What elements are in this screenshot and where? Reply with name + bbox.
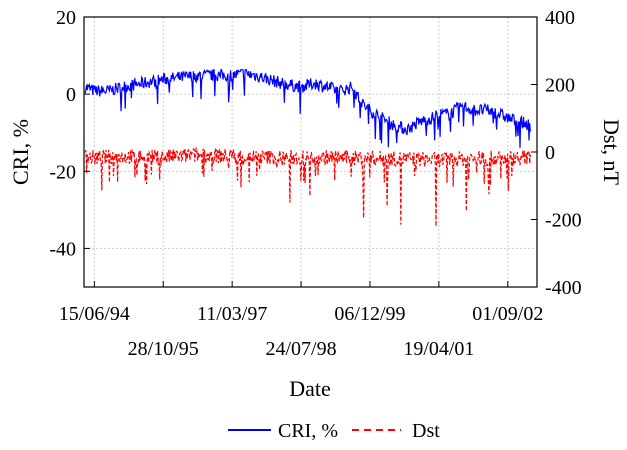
x-tick-label: 19/04/01 [403,338,474,360]
right-tick-label: 0 [545,142,555,164]
legend-label-cri: CRI, % [278,420,338,442]
x-tick-label: 06/12/99 [334,303,405,325]
series-line-cri [84,68,531,148]
right-axis: 400 200 0 -200 -400 [531,7,582,299]
grid [84,17,537,287]
x-axis-title: Date [289,376,331,401]
legend: CRI, % Dst [228,420,440,442]
x-tick-label: 15/06/94 [59,303,130,325]
legend-label-dst: Dst [412,420,440,442]
left-tick-label: 20 [56,7,76,29]
right-tick-label: 200 [545,75,575,97]
right-tick-label: -200 [545,210,582,232]
left-axis: 20 0 -20 -40 [49,7,90,260]
left-tick-label: 0 [66,84,76,106]
x-tick-label: 11/03/97 [197,303,267,325]
right-tick-label: 400 [545,7,575,29]
x-tick-label: 24/07/98 [265,338,336,360]
left-tick-label: -40 [49,238,76,260]
y-axis-right-title: Dst, nT [599,119,624,186]
series-layer [84,68,531,227]
x-tick-label: 01/09/02 [472,303,543,325]
x-tick-label: 28/10/95 [128,338,199,360]
series-line-dst [84,146,531,227]
x-axis: 15/06/94 11/03/97 06/12/99 01/09/02 28/10/95… [59,281,543,360]
right-tick-label: -400 [545,277,582,299]
y-axis-left-title: CRI, % [8,119,33,185]
left-tick-label: -20 [49,161,76,183]
